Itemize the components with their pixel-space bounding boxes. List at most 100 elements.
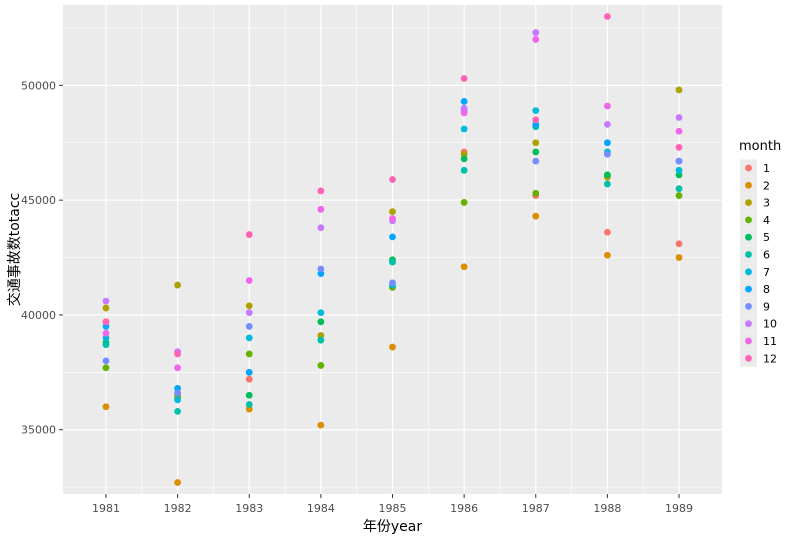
data-points xyxy=(102,13,683,486)
legend-swatch xyxy=(745,354,752,362)
legend-label: 12 xyxy=(763,352,777,365)
data-point xyxy=(102,329,110,337)
data-point xyxy=(603,120,611,128)
data-point xyxy=(317,318,325,326)
legend-swatch xyxy=(745,320,752,328)
data-point xyxy=(174,407,182,415)
data-point xyxy=(174,389,182,397)
data-point xyxy=(317,362,325,369)
x-tick-label: 1984 xyxy=(307,502,335,515)
data-point xyxy=(603,171,611,179)
data-point xyxy=(317,187,325,195)
legend-swatch xyxy=(745,268,752,276)
legend-swatch xyxy=(745,199,752,207)
data-point xyxy=(245,334,253,342)
legend-label: 5 xyxy=(763,231,770,244)
data-point xyxy=(389,258,396,266)
data-point xyxy=(603,102,611,110)
data-point xyxy=(603,13,611,20)
data-point xyxy=(102,357,110,365)
data-point xyxy=(389,176,396,183)
data-point xyxy=(389,233,396,241)
x-tick-label: 1983 xyxy=(235,502,263,515)
legend-swatch xyxy=(745,216,752,224)
data-point xyxy=(389,279,396,287)
legend-swatch xyxy=(745,337,752,345)
data-point xyxy=(532,189,540,197)
data-point xyxy=(532,139,540,147)
legend-label: 10 xyxy=(763,318,777,331)
x-axis-ticks: 1981 1982 1983 1984 1985 1986 1987 1988 1989 xyxy=(92,494,693,515)
data-point xyxy=(317,265,325,273)
y-axis-title: 交通事故数totacc xyxy=(6,193,23,307)
legend-label: 8 xyxy=(763,283,770,296)
data-point xyxy=(245,302,253,310)
data-point xyxy=(675,166,683,174)
x-tick-label: 1985 xyxy=(379,502,407,515)
data-point xyxy=(245,391,253,399)
data-point xyxy=(675,143,683,151)
data-point xyxy=(174,281,182,289)
data-point xyxy=(675,192,683,199)
data-point xyxy=(102,403,110,411)
data-point xyxy=(603,180,611,188)
data-point xyxy=(603,139,611,147)
data-point xyxy=(532,36,540,43)
data-point xyxy=(532,116,540,124)
data-point xyxy=(460,98,468,105)
data-point xyxy=(389,343,396,351)
legend-label: 9 xyxy=(763,300,770,313)
legend-label: 6 xyxy=(763,249,770,262)
x-tick-label: 1981 xyxy=(92,502,120,515)
legend-swatch xyxy=(745,181,752,189)
legend-swatch xyxy=(745,233,752,241)
data-point xyxy=(102,341,110,349)
data-point xyxy=(102,304,110,312)
y-tick-label: 40000 xyxy=(21,309,56,322)
data-point xyxy=(245,368,253,376)
data-point xyxy=(245,231,253,238)
legend-label: 1 xyxy=(763,162,770,175)
data-point xyxy=(603,150,611,158)
data-point xyxy=(174,396,182,404)
data-point xyxy=(102,297,110,305)
data-point xyxy=(317,421,325,429)
legend-label: 7 xyxy=(763,266,770,279)
legend-label: 11 xyxy=(763,335,777,348)
x-tick-label: 1982 xyxy=(164,502,192,515)
x-tick-label: 1987 xyxy=(522,502,550,515)
data-point xyxy=(532,157,540,165)
data-point xyxy=(245,401,253,408)
data-point xyxy=(675,157,683,165)
legend-label: 2 xyxy=(763,179,770,192)
data-point xyxy=(603,228,611,236)
x-tick-label: 1988 xyxy=(593,502,621,515)
data-point xyxy=(460,166,468,174)
legend-swatch xyxy=(745,303,752,310)
y-tick-label: 45000 xyxy=(21,194,56,207)
data-point xyxy=(317,336,325,344)
data-point xyxy=(532,29,540,36)
data-point xyxy=(460,199,468,206)
legend-swatch xyxy=(745,164,752,172)
legend-title: month xyxy=(739,139,781,154)
data-point xyxy=(389,215,396,222)
data-point xyxy=(675,185,683,193)
data-point xyxy=(460,155,468,163)
legend-swatch xyxy=(745,251,752,258)
data-point xyxy=(675,127,683,135)
data-point xyxy=(675,240,683,248)
data-point xyxy=(460,109,468,117)
data-point xyxy=(532,148,540,156)
data-point xyxy=(460,263,468,271)
data-point xyxy=(102,364,110,372)
data-point xyxy=(102,318,110,326)
data-point xyxy=(460,75,468,82)
legend-label: 3 xyxy=(763,197,770,210)
data-point xyxy=(317,224,325,232)
data-point xyxy=(389,208,396,216)
data-point xyxy=(174,479,182,486)
x-axis-title: 年份year xyxy=(363,519,422,535)
legend-label: 4 xyxy=(763,214,770,227)
